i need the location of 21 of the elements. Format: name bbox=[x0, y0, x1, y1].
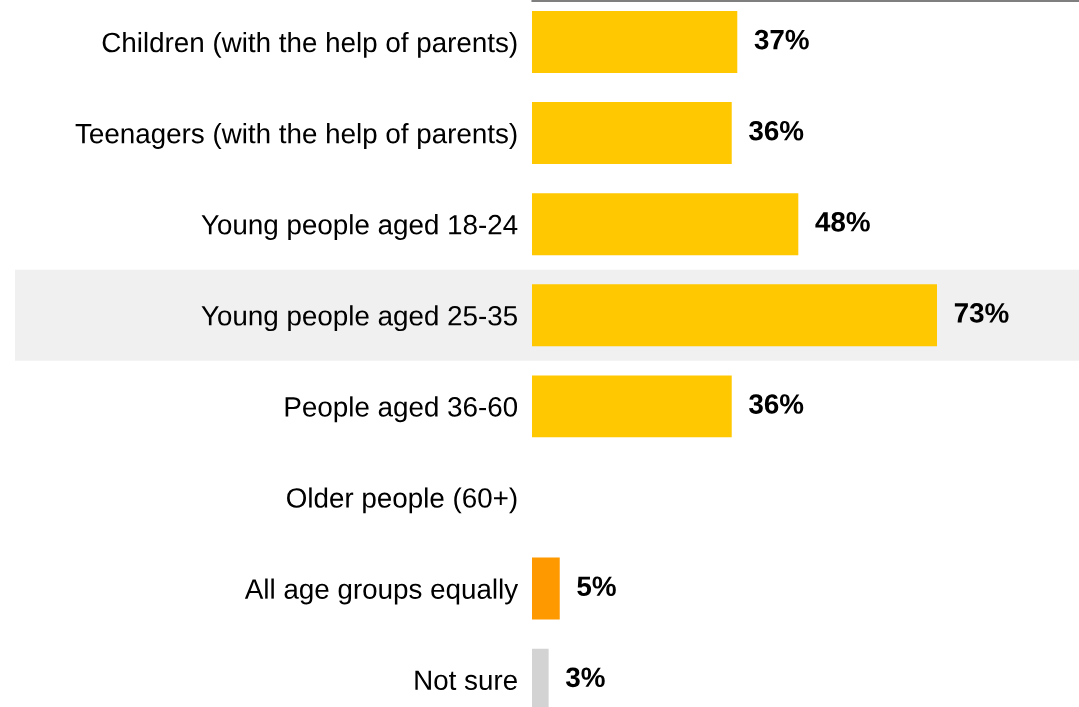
bar bbox=[532, 557, 560, 620]
data-label: 36% bbox=[749, 120, 804, 141]
bar bbox=[532, 11, 738, 73]
y-tick-label: Teenagers (with the help of parents) bbox=[75, 123, 517, 149]
y-tick-label: Not sure bbox=[415, 670, 517, 691]
y-tick-label: People aged 36-60 bbox=[285, 396, 518, 423]
data-label: 3% bbox=[565, 667, 605, 688]
y-tick-label: Young people aged 18-24 bbox=[201, 214, 518, 241]
bar bbox=[532, 102, 732, 165]
bar bbox=[532, 375, 732, 438]
y-tick-label: All age groups equally bbox=[244, 578, 519, 605]
data-label: 73% bbox=[954, 303, 1009, 323]
bar bbox=[532, 193, 799, 256]
y-tick-label: Older people (60+) bbox=[287, 487, 517, 514]
bar bbox=[532, 284, 937, 347]
data-label: 37% bbox=[754, 29, 809, 50]
data-label: 5% bbox=[577, 576, 616, 597]
y-tick-label: Children (with the help of parents) bbox=[102, 31, 517, 58]
y-tick-label: Young people aged 25-35 bbox=[201, 305, 517, 332]
data-label: 36% bbox=[749, 394, 804, 414]
data-label: 48% bbox=[815, 211, 870, 232]
